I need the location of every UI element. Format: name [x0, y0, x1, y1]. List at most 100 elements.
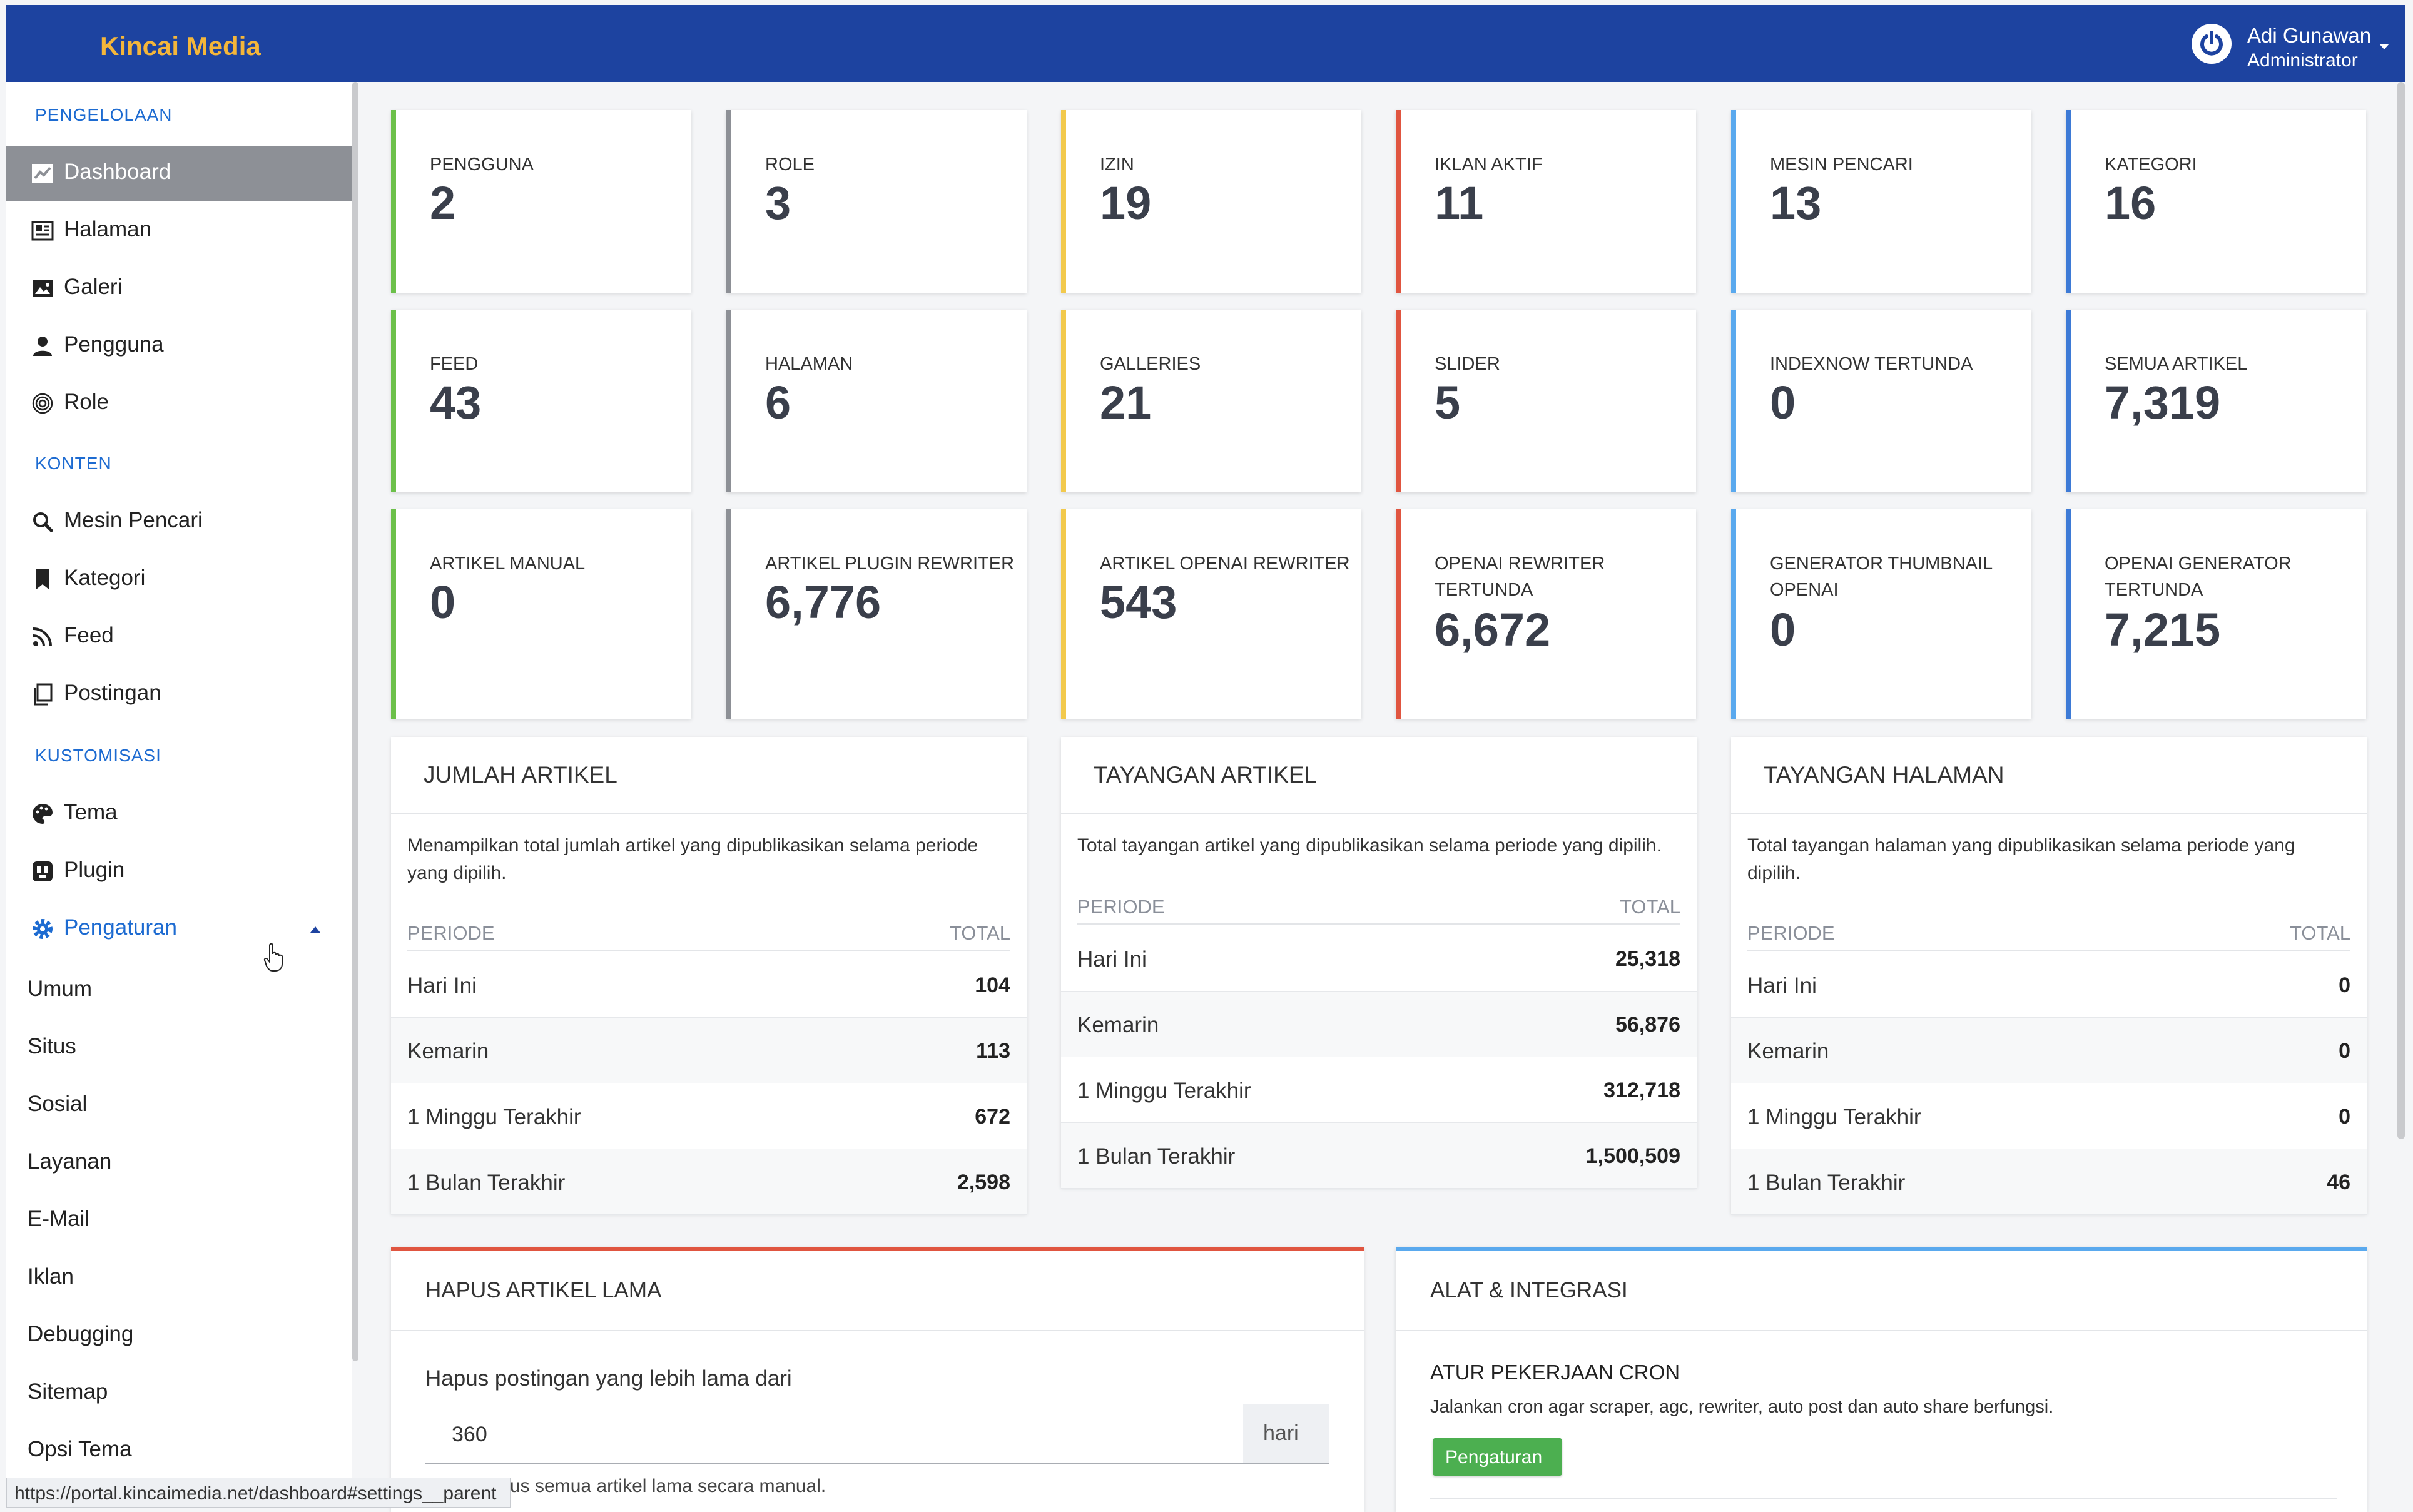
table-header: PERIODE TOTAL	[1747, 913, 2350, 951]
sidebar-item-feed[interactable]: Feed	[6, 609, 352, 664]
sidebar-item-postingan[interactable]: Postingan	[6, 667, 352, 722]
stat-label: OPENAI REWRITER TERTUNDA	[1435, 554, 1605, 600]
row-period: Hari Ini	[1077, 947, 1147, 972]
panel-title: JUMLAH ARTIKEL	[424, 762, 617, 788]
sidebar-item-plugin[interactable]: Plugin	[6, 844, 352, 899]
row-total: 1,500,509	[1585, 1144, 1680, 1168]
sidebar-subitem-sosial[interactable]: Sosial	[28, 1092, 88, 1116]
user-avatar[interactable]	[2192, 24, 2232, 64]
sidebar-subitem-umum[interactable]: Umum	[28, 977, 93, 1001]
stat-value: 6,672	[1435, 604, 1551, 656]
sidebar-item-role[interactable]: Role	[6, 376, 352, 431]
row-period: Kemarin	[407, 1039, 489, 1063]
row-period: 1 Bulan Terakhir	[1077, 1144, 1236, 1169]
row-total: 0	[2339, 1039, 2350, 1063]
stat-card[interactable]: ROLE 3	[726, 110, 1027, 293]
panel-header: ALAT & INTEGRASI	[1396, 1251, 2367, 1331]
panel-title: TAYANGAN ARTIKEL	[1094, 762, 1318, 788]
delete-days-input[interactable]: 360	[425, 1404, 1243, 1464]
sidebar-subitem-layanan[interactable]: Layanan	[28, 1149, 112, 1174]
row-period: Hari Ini	[407, 973, 477, 998]
sidebar-item-galeri[interactable]: Galeri	[6, 261, 352, 316]
column-header-total: TOTAL	[2289, 922, 2350, 944]
chevron-down-icon[interactable]	[2379, 44, 2389, 49]
sidebar-subitem-sitemap[interactable]: Sitemap	[28, 1379, 108, 1404]
sidebar-item-pengguna[interactable]: Pengguna	[6, 318, 352, 373]
panel-title: TAYANGAN HALAMAN	[1764, 762, 2004, 788]
stat-label: OPENAI GENERATOR TERTUNDA	[2105, 554, 2292, 600]
table-header: PERIODE TOTAL	[407, 913, 1010, 951]
stat-card[interactable]: OPENAI GENERATOR TERTUNDA 7,215	[2066, 509, 2366, 719]
stat-value: 2	[430, 177, 456, 229]
stat-label: ARTIKEL OPENAI REWRITER	[1100, 554, 1350, 574]
stat-card[interactable]: ARTIKEL PLUGIN REWRITER 6,776	[726, 509, 1027, 719]
stat-card[interactable]: PENGGUNA 2	[391, 110, 691, 293]
sidebar-item-label: Plugin	[64, 858, 125, 882]
stat-card[interactable]: SLIDER 5	[1396, 310, 1696, 492]
sidebar-item-label: Galeri	[64, 275, 123, 299]
sidebar-scrollbar[interactable]	[352, 82, 358, 1361]
table-row: 1 Bulan Terakhir 1,500,509	[1061, 1123, 1697, 1189]
power-icon	[2200, 31, 2223, 56]
sidebar-item-label: Tema	[64, 800, 118, 824]
sidebar-item-mesin-pencari[interactable]: Mesin Pencari	[6, 494, 352, 549]
sidebar: PENGELOLAAN Dashboard Halaman Galeri Pen…	[6, 82, 352, 1489]
table-row: Kemarin 0	[1731, 1018, 2367, 1083]
panel-hapus-artikel-lama: HAPUS ARTIKEL LAMA Hapus postingan yang …	[391, 1247, 1364, 1512]
brand-logo[interactable]: Kincai Media	[100, 31, 261, 61]
table-row: 1 Minggu Terakhir 312,718	[1061, 1057, 1697, 1123]
row-total: 0	[2339, 973, 2350, 997]
sidebar-subitem-debugging[interactable]: Debugging	[28, 1322, 134, 1346]
stat-card[interactable]: MESIN PENCARI 13	[1731, 110, 2031, 293]
bookmark-icon	[36, 569, 49, 589]
row-total: 312,718	[1603, 1078, 1680, 1102]
sidebar-item-tema[interactable]: Tema	[6, 786, 352, 841]
stat-label: PENGGUNA	[430, 155, 534, 175]
row-total: 46	[2327, 1170, 2350, 1194]
panel-header: TAYANGAN HALAMAN	[1731, 737, 2367, 814]
sidebar-subitem-opsi-tema[interactable]: Opsi Tema	[28, 1437, 132, 1461]
row-total: 56,876	[1615, 1013, 1680, 1037]
stat-card[interactable]: INDEXNOW TERTUNDA 0	[1731, 310, 2031, 492]
table-row: 1 Bulan Terakhir 2,598	[391, 1149, 1027, 1215]
stat-card[interactable]: HALAMAN 6	[726, 310, 1027, 492]
image-icon	[33, 280, 53, 297]
stat-card[interactable]: IZIN 19	[1061, 110, 1361, 293]
panel-description: Menampilkan total jumlah artikel yang di…	[407, 835, 978, 883]
stat-card[interactable]: ARTIKEL OPENAI REWRITER 543	[1061, 509, 1361, 719]
stat-card[interactable]: ARTIKEL MANUAL 0	[391, 509, 691, 719]
stat-card[interactable]: GALLERIES 21	[1061, 310, 1361, 492]
delete-days-unit-label: hari	[1263, 1421, 1299, 1445]
user-name[interactable]: Adi Gunawan	[2247, 24, 2372, 47]
row-total: 672	[975, 1105, 1010, 1129]
row-total: 104	[975, 973, 1010, 997]
chevron-up-icon[interactable]	[310, 926, 320, 933]
stat-label: IKLAN AKTIF	[1435, 155, 1543, 175]
plug-icon	[33, 861, 53, 881]
panel-header: HAPUS ARTIKEL LAMA	[391, 1251, 1364, 1331]
panel-tayangan-artikel: TAYANGAN ARTIKEL Total tayangan artikel …	[1061, 737, 1697, 1189]
sidebar-item-halaman[interactable]: Halaman	[6, 203, 352, 258]
sidebar-subitem-situs[interactable]: Situs	[28, 1034, 76, 1058]
cron-description: Jalankan cron agar scraper, agc, rewrite…	[1430, 1397, 2054, 1417]
sidebar-subitem-iklan[interactable]: Iklan	[28, 1264, 74, 1289]
stat-card[interactable]: FEED 43	[391, 310, 691, 492]
sidebar-subitem-email[interactable]: E-Mail	[28, 1207, 90, 1231]
cron-settings-button[interactable]: Pengaturan	[1433, 1438, 1562, 1476]
stat-label: IZIN	[1100, 155, 1134, 175]
sidebar-item-pengaturan[interactable]: Pengaturan	[6, 901, 352, 956]
stat-label: ROLE	[765, 155, 815, 175]
stat-card[interactable]: OPENAI REWRITER TERTUNDA 6,672	[1396, 509, 1696, 719]
stat-card[interactable]: GENERATOR THUMBNAIL OPENAI 0	[1731, 509, 2031, 719]
stat-label: GENERATOR THUMBNAIL OPENAI	[1770, 554, 1993, 600]
column-header-period: PERIODE	[1077, 896, 1165, 918]
column-header-period: PERIODE	[1747, 922, 1835, 944]
main-scrollbar[interactable]	[2397, 82, 2405, 1139]
stat-card[interactable]: KATEGORI 16	[2066, 110, 2366, 293]
stat-card[interactable]: SEMUA ARTIKEL 7,319	[2066, 310, 2366, 492]
sidebar-item-kategori[interactable]: Kategori	[6, 552, 352, 607]
panel-title: ALAT & INTEGRASI	[1430, 1278, 1628, 1302]
sidebar-section-management: PENGELOLAAN	[35, 105, 173, 124]
stat-card[interactable]: IKLAN AKTIF 11	[1396, 110, 1696, 293]
sidebar-item-dashboard[interactable]: Dashboard	[6, 146, 352, 201]
